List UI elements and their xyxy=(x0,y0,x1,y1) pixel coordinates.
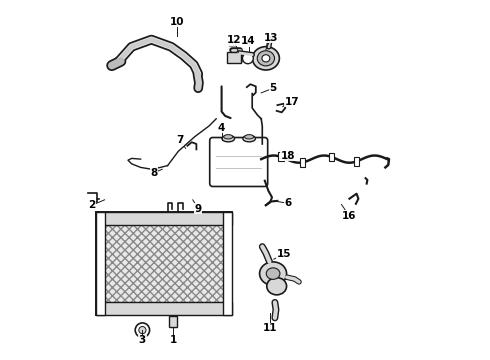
Text: 8: 8 xyxy=(150,168,158,178)
Bar xyxy=(96,302,232,315)
Text: 1: 1 xyxy=(170,335,176,345)
Ellipse shape xyxy=(222,135,235,142)
Bar xyxy=(328,153,334,161)
Text: 15: 15 xyxy=(277,249,291,259)
Bar xyxy=(96,212,232,225)
Bar xyxy=(278,152,284,161)
Ellipse shape xyxy=(245,135,254,139)
FancyArrow shape xyxy=(228,40,237,46)
Ellipse shape xyxy=(252,47,279,70)
Text: 3: 3 xyxy=(139,335,146,345)
Text: 16: 16 xyxy=(342,211,357,221)
Ellipse shape xyxy=(260,262,287,285)
Text: 7: 7 xyxy=(176,135,184,145)
Ellipse shape xyxy=(224,135,233,139)
Circle shape xyxy=(243,53,253,64)
Bar xyxy=(354,157,360,166)
Text: 14: 14 xyxy=(241,36,256,46)
Text: 6: 6 xyxy=(285,198,292,208)
Circle shape xyxy=(135,323,149,337)
Ellipse shape xyxy=(257,51,274,66)
Text: 4: 4 xyxy=(218,123,225,133)
Text: 11: 11 xyxy=(263,323,277,333)
Text: 2: 2 xyxy=(88,200,96,210)
Text: 10: 10 xyxy=(170,17,184,27)
Bar xyxy=(170,316,176,327)
Bar xyxy=(96,212,104,315)
Text: 12: 12 xyxy=(227,35,242,45)
Text: 9: 9 xyxy=(195,204,202,214)
Text: 5: 5 xyxy=(270,83,277,93)
Text: 13: 13 xyxy=(264,33,278,43)
Bar xyxy=(223,212,232,315)
Ellipse shape xyxy=(262,55,270,62)
FancyBboxPatch shape xyxy=(210,138,268,186)
Bar xyxy=(99,225,229,302)
Bar xyxy=(300,158,305,167)
Bar xyxy=(96,212,232,315)
Ellipse shape xyxy=(266,268,280,279)
Text: 18: 18 xyxy=(281,150,295,161)
Ellipse shape xyxy=(267,278,287,295)
Bar xyxy=(227,52,242,63)
Ellipse shape xyxy=(243,135,255,142)
Circle shape xyxy=(139,327,146,334)
Text: 17: 17 xyxy=(285,96,299,107)
